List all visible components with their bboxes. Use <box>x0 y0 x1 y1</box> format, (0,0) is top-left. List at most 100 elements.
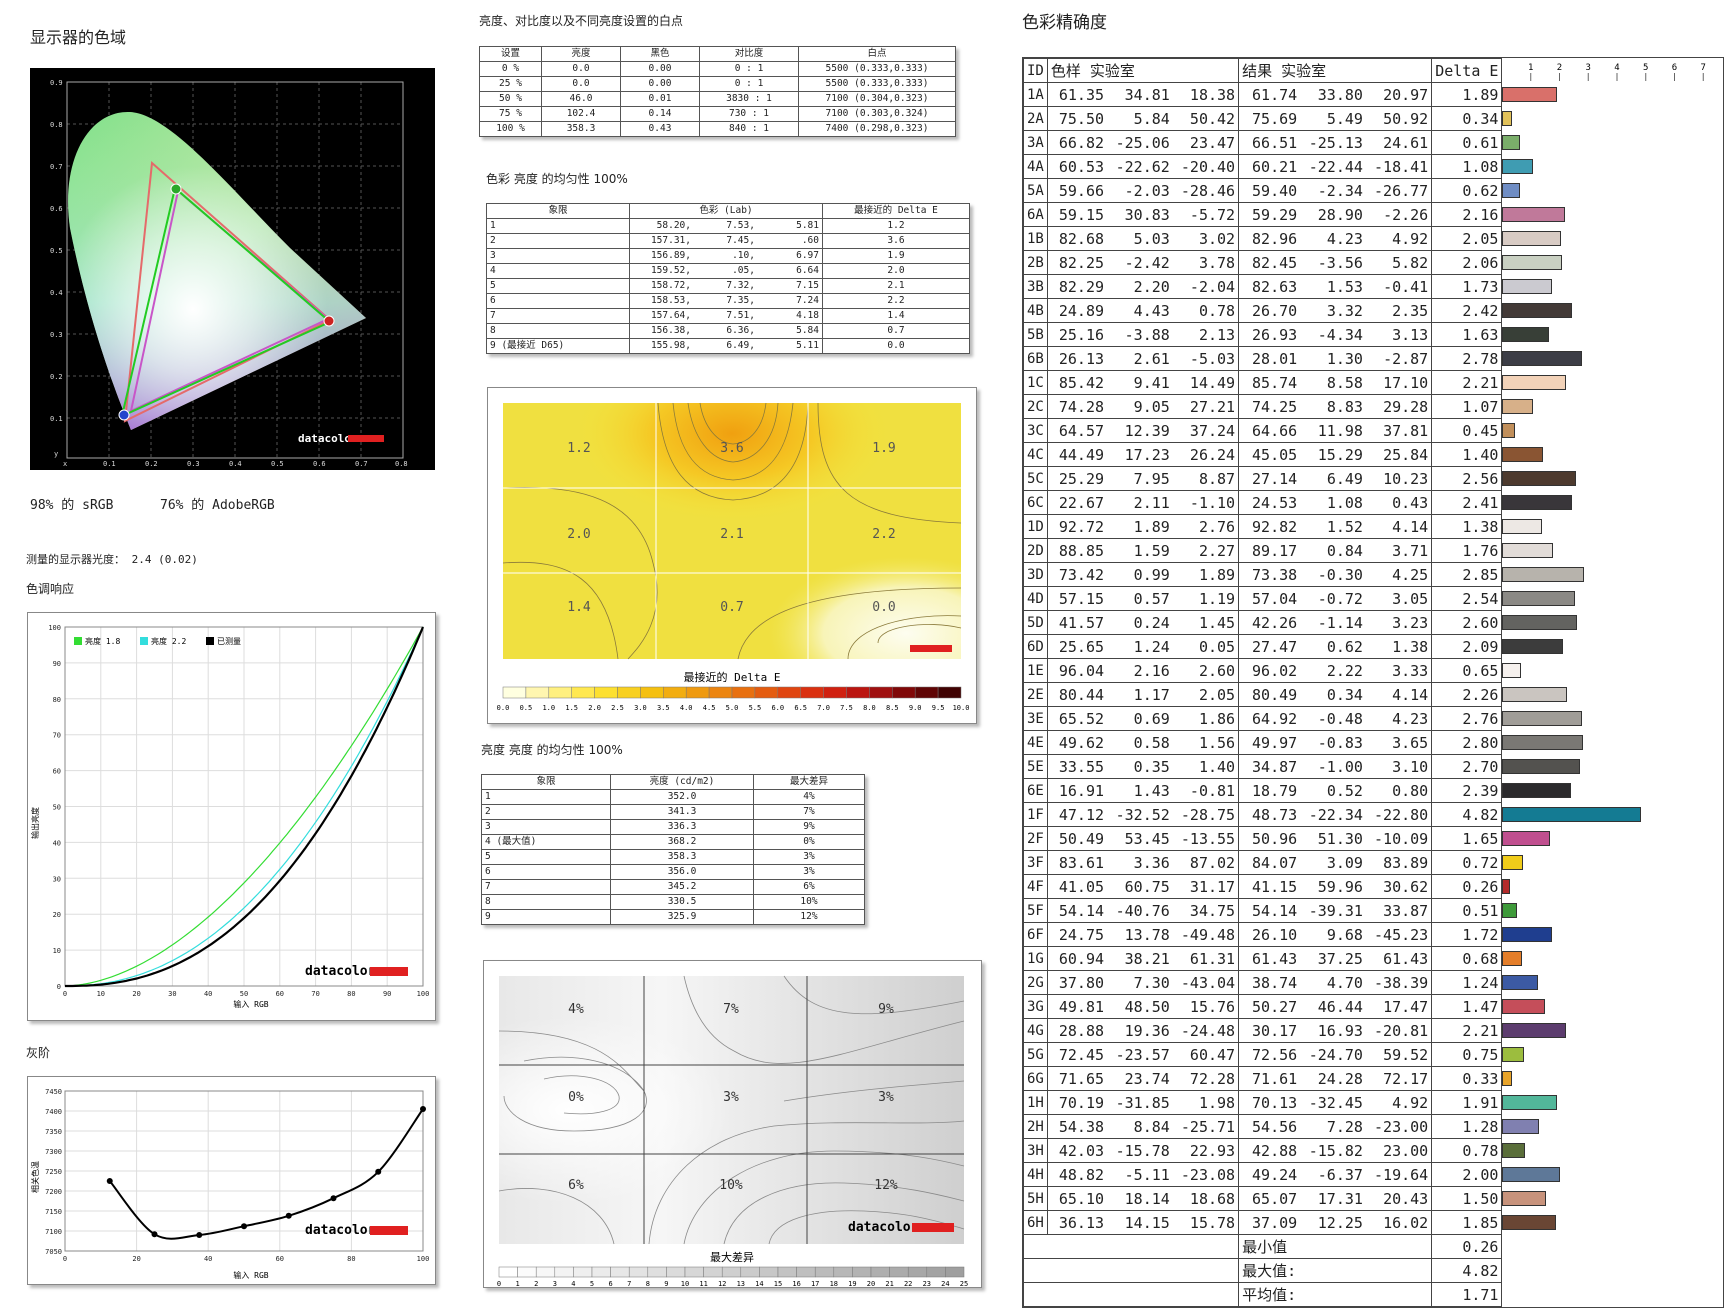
gamut-xtick: 0.6 <box>313 460 326 468</box>
gamut-plot-border <box>66 81 404 459</box>
cu-cell: 157.64, <box>629 308 694 324</box>
acc-ref-value: 2.16 <box>1107 658 1173 683</box>
acc-deltae: 0.75 <box>1431 1042 1503 1067</box>
acc-res-value: 70.13 <box>1238 1090 1301 1115</box>
lum-scale-tick: 3 <box>553 1280 557 1287</box>
acc-bar-cell <box>1501 970 1723 995</box>
acc-footer-value: 0.26 <box>1431 1234 1503 1259</box>
deltae-scale: 0.0 0.5 1.0 1.5 2.0 2.5 3.0 3.5 4.0 4.5 5.0 5.5 6.0 6… <box>497 686 970 712</box>
gray-ylabel: 相关色温 <box>30 1161 40 1193</box>
acc-ref-value: 15.76 <box>1172 994 1240 1019</box>
tone-ytick: 0 <box>57 983 61 991</box>
acc-ref-value: 7.30 <box>1107 970 1173 995</box>
cu-cell: 155.98, <box>629 338 694 354</box>
acc-row: 5F 54.14 -40.76 34.75 54.14 -39.31 33.87 0.51 <box>1023 898 1723 923</box>
cu-cell: 2.1 <box>822 278 970 294</box>
acc-deltae: 2.06 <box>1431 250 1503 275</box>
acc-axis-label: 4 <box>1615 63 1620 73</box>
acc-ref-value: 41.57 <box>1046 610 1108 635</box>
gray-point <box>375 1168 382 1175</box>
acc-bar-cell <box>1501 946 1723 971</box>
acc-ref-value: -22.62 <box>1107 154 1173 179</box>
lu-row: 1 352.0 4% <box>481 789 865 805</box>
gamut-ytick: 0.3 <box>50 331 63 339</box>
acc-res-value: -15.82 <box>1300 1138 1366 1163</box>
acc-ref-value: -2.03 <box>1107 178 1173 203</box>
tone-xtick: 100 <box>417 990 430 998</box>
acc-id: 2H <box>1023 1114 1048 1139</box>
luminance-map: 4% 7% 9% 0% 3% 3% 6% 10% 12% datacolor 最… <box>483 960 982 1288</box>
deltae-quadrant-lines <box>503 403 961 659</box>
acc-ref-value: 49.81 <box>1046 994 1108 1019</box>
acc-res-value: 42.88 <box>1238 1138 1301 1163</box>
cu-cell: 3 <box>486 248 630 264</box>
wp-cell: 25 % <box>479 76 542 92</box>
lum-scale-cell <box>740 1266 760 1278</box>
acc-ref-value: -43.04 <box>1172 970 1240 995</box>
cu-cell: 58.20, <box>629 218 694 234</box>
acc-bar-cell <box>1501 586 1723 611</box>
cu-cell: 6 <box>486 293 630 309</box>
color-uniformity-table-wrap: 象限 色彩 (Lab) 最接近的 Delta E 1 58.20, 7.53, 5.8… <box>486 203 970 354</box>
deltae-scale-tick: 10.0 <box>953 704 970 712</box>
cu-row: 7 157.64, 7.51, 4.18 1.4 <box>486 308 970 324</box>
cu-cell: 156.38, <box>629 323 694 339</box>
acc-ref-value: 1.86 <box>1172 706 1240 731</box>
acc-bar-cell <box>1501 658 1723 683</box>
gray-chart: 0 20 40 60 80 100 7050 7100 7150 7200 7250 7300 7350… <box>27 1076 436 1285</box>
acc-bar <box>1502 926 1552 942</box>
acc-bar-cell <box>1501 466 1723 491</box>
deltae-contours <box>502 402 962 660</box>
wp-cell: 3830 : 1 <box>699 91 799 107</box>
lum-scale-cell <box>926 1266 946 1278</box>
acc-res-value: 64.92 <box>1238 706 1301 731</box>
deltae-map-value: 2.0 <box>567 527 590 542</box>
cu-cell: 2 <box>486 233 630 249</box>
lu-cell: 8 <box>481 894 611 910</box>
gray-brand-logo: datacolor <box>305 1223 376 1238</box>
lum-scale-cell <box>610 1266 630 1278</box>
acc-res-value: 85.74 <box>1238 370 1301 395</box>
acc-res-value: 3.65 <box>1365 730 1433 755</box>
lum-map-value: 12% <box>874 1178 898 1193</box>
acc-footer-value: 1.71 <box>1431 1282 1503 1307</box>
legend-label-18: 亮度 1.8 <box>85 636 120 646</box>
acc-deltae: 1.65 <box>1431 826 1503 851</box>
acc-id: 3C <box>1023 418 1048 443</box>
acc-ref-value: 1.56 <box>1172 730 1240 755</box>
acc-deltae: 0.26 <box>1431 874 1503 899</box>
acc-axis-label: 1 <box>1528 63 1533 73</box>
acc-res-value: 89.17 <box>1238 538 1301 563</box>
deltae-scale-tick: 3.0 <box>634 704 647 712</box>
acc-res-value: 24.53 <box>1238 490 1301 515</box>
wp-cell: 7100 (0.303,0.324) <box>798 106 956 122</box>
gamma-text: 测量的显示器光度： 2.4 (0.02) <box>26 553 198 566</box>
acc-bar-cell <box>1501 538 1723 563</box>
deltae-scale-tick: 7.5 <box>840 704 853 712</box>
acc-ref-value: 33.55 <box>1046 754 1108 779</box>
acc-ref-value: 82.68 <box>1046 226 1108 251</box>
deltae-scale-cell <box>777 686 801 699</box>
acc-id: 5D <box>1023 610 1048 635</box>
lum-scale-cell <box>498 1266 518 1278</box>
acc-res-value: -38.39 <box>1365 970 1433 995</box>
acc-res-value: 51.30 <box>1300 826 1366 851</box>
acc-bar <box>1502 86 1557 102</box>
acc-res-value: 38.74 <box>1238 970 1301 995</box>
gamut-xtick: 0.5 <box>271 460 284 468</box>
lu-cell: 9% <box>753 819 865 835</box>
acc-res-value: 3.23 <box>1365 610 1433 635</box>
acc-id: 1C <box>1023 370 1048 395</box>
cu-cell: 4 <box>486 263 630 279</box>
wp-cell: 0.00 <box>620 76 700 92</box>
lu-cell: 341.3 <box>610 804 754 820</box>
deltae-scale-cell <box>892 686 916 699</box>
acc-res-value: 60.21 <box>1238 154 1301 179</box>
acc-id: 1A <box>1023 82 1048 107</box>
acc-res-value: 4.25 <box>1365 562 1433 587</box>
acc-bar <box>1502 1142 1525 1158</box>
acc-bar <box>1502 326 1550 342</box>
acc-ref-value: 42.03 <box>1046 1138 1108 1163</box>
gamut-xtick: 0.8 <box>395 460 408 468</box>
acc-ref-value: 96.04 <box>1046 658 1108 683</box>
